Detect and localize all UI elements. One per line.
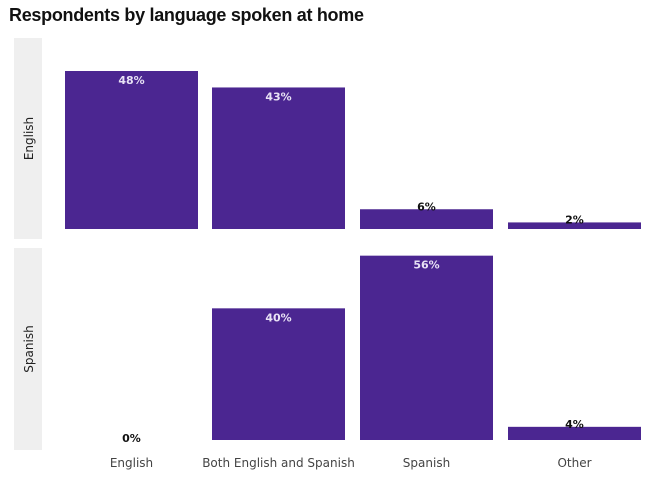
bar-0-2 xyxy=(360,209,493,229)
chart-title: Respondents by language spoken at home xyxy=(9,5,364,25)
bar-0-0 xyxy=(65,71,198,229)
bar-1-3 xyxy=(508,426,641,440)
bar-label-1-3: 4% xyxy=(565,418,584,431)
facet-strip-label-0: English xyxy=(22,117,36,160)
bar-0-1 xyxy=(212,87,345,229)
facet-strip-1 xyxy=(14,248,42,450)
x-tick-label-2: Spanish xyxy=(403,456,450,470)
x-axis-tick-labels: English Both English and Spanish Spanish Ot… xyxy=(110,456,592,470)
bar-label-1-1: 40% xyxy=(265,311,291,324)
bar-label-1-0: 0% xyxy=(122,432,141,445)
bar-labels-layer: 48% 43% 6% 2% 0% 40% 56% 4% xyxy=(118,74,584,445)
bar-label-0-0: 48% xyxy=(118,74,144,87)
bar-1-1 xyxy=(212,308,345,440)
x-tick-label-1: Both English and Spanish xyxy=(202,456,355,470)
facet-strip-0 xyxy=(14,38,42,239)
facet-strip-label-1: Spanish xyxy=(22,325,36,372)
facet-strips: English Spanish xyxy=(14,38,42,450)
bars-layer xyxy=(65,71,641,440)
bar-label-0-1: 43% xyxy=(265,90,291,103)
x-tick-label-3: Other xyxy=(557,456,591,470)
bar-label-1-2: 56% xyxy=(413,259,439,272)
bar-label-0-2: 6% xyxy=(417,200,436,213)
x-tick-label-0: English xyxy=(110,456,153,470)
bar-1-2 xyxy=(360,255,493,440)
bar-0-3 xyxy=(508,222,641,229)
bar-label-0-3: 2% xyxy=(565,213,584,226)
